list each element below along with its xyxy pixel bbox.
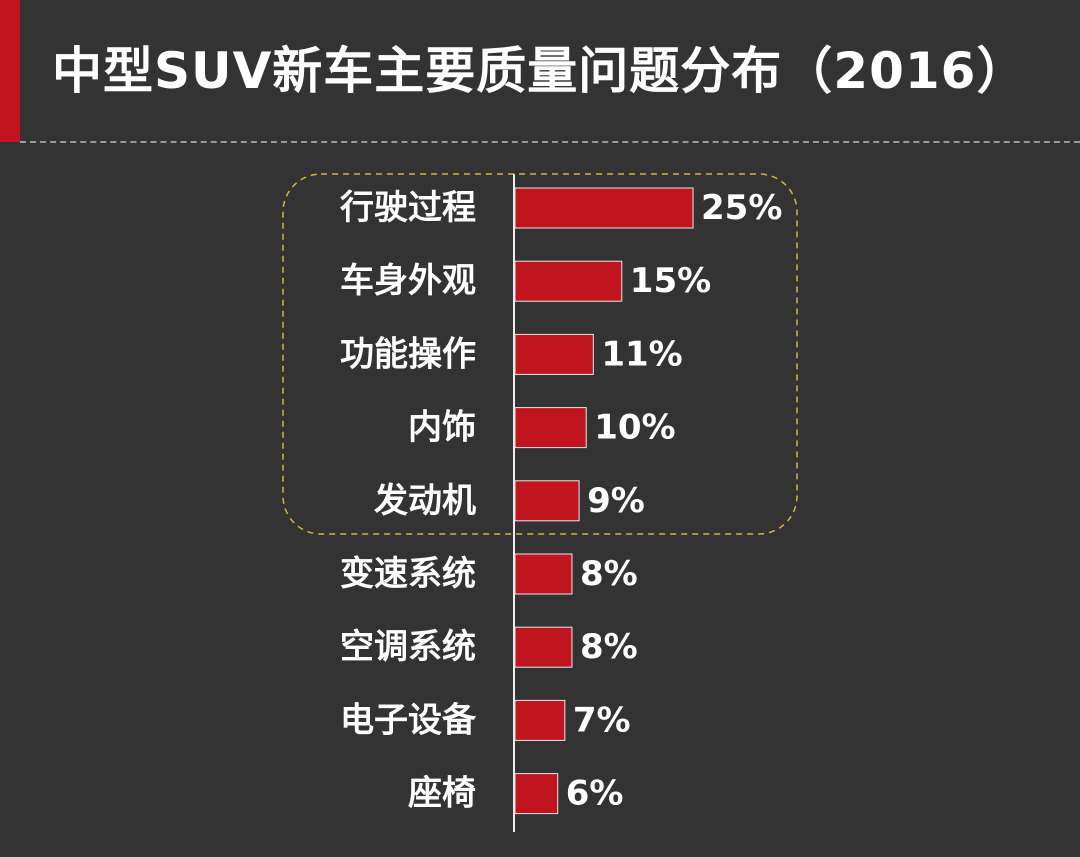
header-divider	[20, 141, 1080, 143]
bar	[514, 333, 594, 375]
bar-chart: 行驶过程 25% 车身外观 15% 功能操作 11% 内饰 10% 发动机 9% 变速系统 8% 空调系…	[282, 173, 798, 832]
category-label: 变速系统	[340, 554, 476, 594]
bar	[514, 260, 623, 302]
value-label: 15%	[630, 261, 711, 301]
bar	[514, 699, 566, 741]
value-label: 8%	[580, 627, 638, 667]
category-label: 座椅	[408, 774, 476, 814]
accent-bar	[0, 0, 20, 142]
bar	[514, 773, 559, 815]
value-label: 7%	[573, 700, 631, 740]
category-label: 功能操作	[340, 334, 476, 374]
bar	[514, 187, 694, 229]
bar	[514, 480, 580, 522]
category-label: 空调系统	[340, 627, 476, 667]
value-label: 10%	[594, 408, 675, 448]
value-label: 9%	[587, 481, 645, 521]
highlight-box	[282, 173, 798, 535]
bar	[514, 407, 587, 449]
category-label: 行驶过程	[340, 188, 476, 228]
value-label: 6%	[566, 774, 624, 814]
value-label: 8%	[580, 554, 638, 594]
category-label: 内饰	[408, 408, 476, 448]
category-label: 车身外观	[340, 261, 476, 301]
category-label: 发动机	[374, 481, 476, 521]
chart-title: 中型SUV新车主要质量问题分布（2016）	[52, 42, 1028, 100]
header: 中型SUV新车主要质量问题分布（2016）	[0, 0, 1080, 142]
bar	[514, 553, 573, 595]
bar	[514, 626, 573, 668]
category-label: 电子设备	[340, 700, 477, 740]
value-label: 25%	[701, 188, 782, 228]
value-label: 11%	[601, 334, 682, 374]
